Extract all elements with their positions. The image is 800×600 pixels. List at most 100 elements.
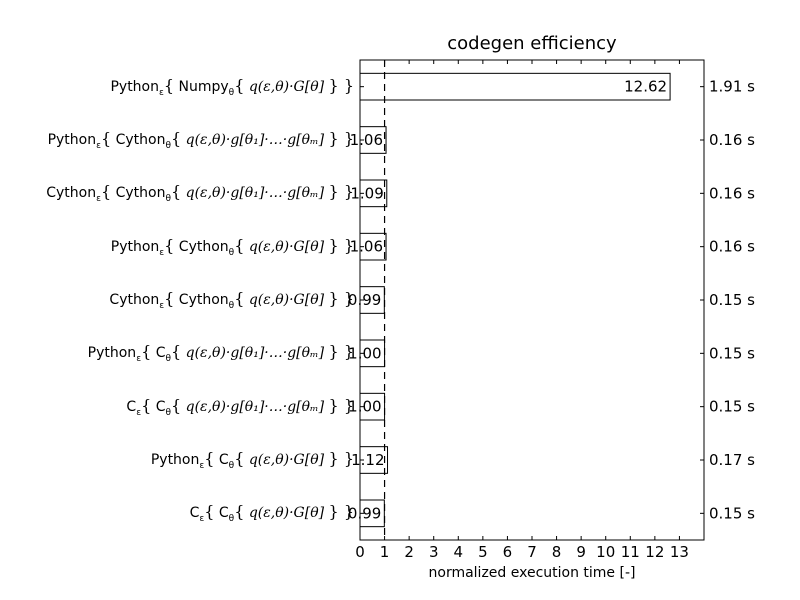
time-label: 0.17 s bbox=[709, 451, 755, 469]
time-label: 0.16 s bbox=[709, 238, 755, 256]
sub: θ bbox=[165, 354, 171, 365]
bar-value-label: 1.09 bbox=[350, 184, 383, 202]
sub: ε bbox=[159, 87, 164, 98]
time-label: 0.15 s bbox=[709, 504, 755, 522]
chart-title: codegen efficiency bbox=[447, 33, 617, 54]
plot-frame bbox=[359, 59, 705, 541]
brace: { bbox=[204, 449, 215, 469]
brace: { bbox=[234, 502, 245, 522]
brace: { bbox=[204, 502, 215, 522]
inner-name: C bbox=[151, 345, 166, 362]
bar-value-label: 0.99 bbox=[348, 504, 381, 522]
sub: θ bbox=[228, 514, 235, 525]
expr: q(ε,θ)·G[θ] bbox=[244, 505, 329, 522]
x-tick-label: 11 bbox=[621, 543, 640, 561]
sub: θ bbox=[228, 300, 235, 311]
brace: { bbox=[234, 289, 245, 309]
category-label: Cε{ Cθ{ q(ε,θ)·g[θ₁]·…·g[θₘ] } } bbox=[126, 396, 354, 418]
outer-name: Python bbox=[87, 345, 137, 362]
sub: ε bbox=[136, 354, 142, 365]
sub: ε bbox=[159, 300, 165, 311]
brace: { bbox=[234, 235, 245, 255]
sub: θ bbox=[165, 194, 171, 205]
brace: { bbox=[171, 129, 182, 149]
sub: θ bbox=[165, 140, 171, 151]
brace: } } bbox=[328, 395, 354, 415]
sub: ε bbox=[199, 514, 205, 525]
inner-name: Cython bbox=[174, 238, 229, 255]
x-tick-label: 4 bbox=[454, 543, 464, 561]
brace: } } bbox=[328, 289, 354, 309]
category-label: Pythonε{ Cθ{ q(ε,θ)·g[θ₁]·…·g[θₘ] } } bbox=[88, 342, 354, 364]
sub: θ bbox=[228, 247, 235, 258]
bar bbox=[359, 232, 387, 261]
sub: θ bbox=[228, 460, 235, 471]
expr: q(ε,θ)·g[θ₁]·…·g[θₘ] bbox=[181, 185, 329, 202]
inner-name: Cython bbox=[174, 292, 229, 309]
category-label: Pythonε{ Numpyθ{ q(ε,θ)·G[θ] } } bbox=[110, 76, 354, 98]
expr: q(ε,θ)·G[θ] bbox=[244, 452, 329, 469]
outer-name: Python bbox=[150, 452, 200, 469]
time-label: 0.16 s bbox=[709, 131, 755, 149]
time-label: 0.15 s bbox=[709, 344, 755, 362]
outer-name: Cython bbox=[109, 292, 160, 309]
sub: θ bbox=[228, 87, 235, 98]
time-label: 0.16 s bbox=[709, 184, 755, 202]
axes-layer: 0 1 2 3 4 5 6 7 8 9 10 11 12 13 bbox=[355, 59, 705, 561]
bar bbox=[359, 392, 386, 421]
category-label: Cythonε{ Cythonθ{ q(ε,θ)·G[θ] } } bbox=[109, 289, 354, 311]
brace: { bbox=[234, 75, 245, 95]
brace: { bbox=[100, 182, 112, 202]
x-tick-label: 12 bbox=[645, 543, 664, 561]
x-tick-label: 8 bbox=[552, 543, 562, 561]
inner-name: Cython bbox=[111, 185, 166, 202]
x-axis-label: normalized execution time [-] bbox=[429, 565, 636, 581]
x-tick-label: 0 bbox=[355, 543, 365, 561]
inner-name: Numpy bbox=[174, 78, 229, 95]
category-label: Cε{ Cθ{ q(ε,θ)·G[θ] } } bbox=[190, 502, 354, 524]
brace: { bbox=[171, 342, 182, 362]
brace: { bbox=[234, 449, 245, 469]
bar bbox=[359, 499, 385, 528]
brace: } } bbox=[328, 129, 354, 149]
expr: q(ε,θ)·G[θ] bbox=[244, 78, 329, 95]
x-tick-label: 9 bbox=[576, 543, 586, 561]
x-tick-label: 5 bbox=[478, 543, 488, 561]
sub: ε bbox=[96, 140, 101, 151]
x-tick-label: 7 bbox=[527, 543, 537, 561]
bar-value-label: 1.12 bbox=[351, 451, 384, 469]
bar bbox=[359, 72, 671, 101]
time-label: 0.15 s bbox=[709, 291, 755, 309]
brace: { bbox=[141, 395, 152, 415]
inner-name: C bbox=[214, 452, 229, 469]
outer-name: Python bbox=[47, 132, 97, 149]
expr: q(ε,θ)·g[θ₁]·…·g[θₘ] bbox=[181, 132, 329, 149]
outer-name: Cython bbox=[46, 185, 97, 202]
bar bbox=[359, 446, 389, 474]
brace: { bbox=[141, 342, 152, 362]
x-tick-label: 2 bbox=[404, 543, 414, 561]
time-label: 1.91 s bbox=[709, 78, 755, 96]
brace: { bbox=[163, 75, 175, 95]
x-tick-label: 10 bbox=[596, 543, 615, 561]
bar-value-label: 1.06 bbox=[350, 131, 383, 149]
brace: } } bbox=[328, 449, 354, 469]
x-tick-label: 3 bbox=[429, 543, 439, 561]
bar-value-label: 1.06 bbox=[350, 238, 383, 256]
category-label: Cythonε{ Cythonθ{ q(ε,θ)·g[θ₁]·…·g[θₘ] }… bbox=[46, 182, 354, 204]
brace: } } bbox=[328, 235, 354, 255]
brace: { bbox=[164, 289, 175, 309]
category-label: Pythonε{ Cythonθ{ q(ε,θ)·g[θ₁]·…·g[θₘ] }… bbox=[48, 129, 354, 151]
outer-name: C bbox=[126, 398, 137, 415]
time-label: 0.15 s bbox=[709, 398, 755, 416]
category-label: Pythonε{ Cθ{ q(ε,θ)·G[θ] } } bbox=[151, 449, 354, 471]
expr: q(ε,θ)·G[θ] bbox=[244, 238, 329, 255]
expr: q(ε,θ)·g[θ₁]·…·g[θₘ] bbox=[181, 345, 329, 362]
brace: } } bbox=[328, 75, 354, 95]
x-tick-label: 6 bbox=[503, 543, 513, 561]
bar-value-label: 0.99 bbox=[348, 291, 381, 309]
sub: θ bbox=[165, 407, 171, 418]
brace: { bbox=[100, 129, 112, 149]
expr: q(ε,θ)·g[θ₁]·…·g[θₘ] bbox=[181, 398, 329, 415]
